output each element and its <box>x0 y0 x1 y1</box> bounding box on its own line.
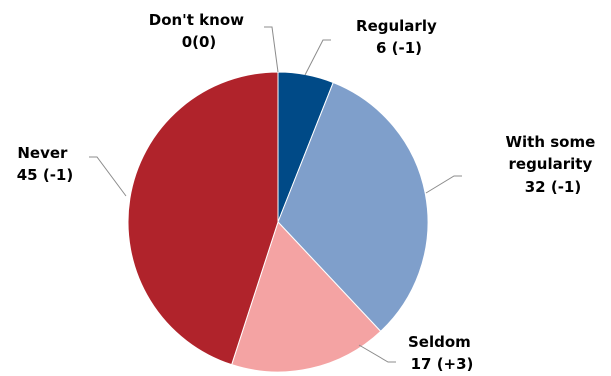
label-with-some-regularity-value: 32 (-1) <box>525 178 581 196</box>
pie-slice-with-some-regularity <box>277 81 429 333</box>
label-never: Never 45 (-1) <box>17 144 73 184</box>
label-with-some-regularity-name-2: regularity <box>509 155 593 173</box>
pie-slices <box>127 71 429 373</box>
leader-line-dont-know <box>264 26 279 73</box>
label-regularly-name: Regularly <box>356 17 437 35</box>
leader-line-with-some-regularity <box>425 175 462 194</box>
label-never-value: 45 (-1) <box>17 166 73 184</box>
label-regularly-value: 6 (-1) <box>376 39 422 57</box>
leader-line-seldom <box>358 344 396 363</box>
label-with-some-regularity: With some regularity 32 (-1) <box>505 133 600 196</box>
label-with-some-regularity-name-1: With some <box>505 133 595 151</box>
label-dont-know-name: Don't know <box>149 11 244 29</box>
label-seldom-value: 17 (+3) <box>411 355 474 373</box>
pie-slice-never <box>127 71 279 366</box>
label-dont-know-value: 0(0) <box>182 33 217 51</box>
label-never-name: Never <box>17 144 68 162</box>
label-seldom-name: Seldom <box>408 333 471 351</box>
label-seldom: Seldom 17 (+3) <box>408 333 476 373</box>
leader-line-never <box>89 156 127 197</box>
pie-slice-seldom <box>231 221 382 373</box>
leader-line-regularly <box>304 39 331 76</box>
label-regularly: Regularly 6 (-1) <box>356 17 442 57</box>
label-dont-know: Don't know 0(0) <box>149 11 249 51</box>
